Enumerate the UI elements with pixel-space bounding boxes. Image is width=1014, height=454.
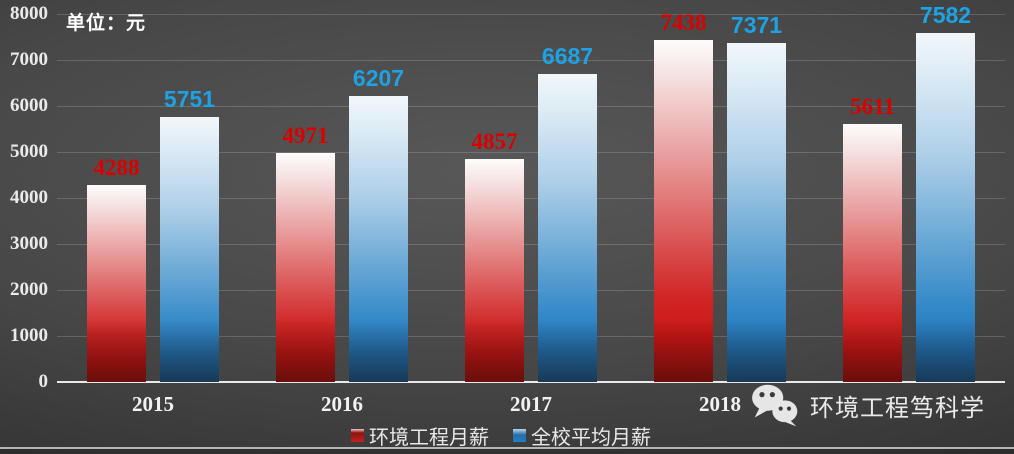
value-label: 7582	[919, 2, 972, 29]
bar-环境工程月薪-last	[843, 123, 902, 383]
gridline	[57, 335, 1005, 337]
y-tick-label: 6000	[10, 95, 48, 116]
gridline	[57, 59, 1005, 61]
y-tick-label: 1000	[10, 325, 48, 346]
value-label: 6687	[541, 43, 594, 70]
legend-item-red: 环境工程月薪	[351, 421, 489, 450]
unit-label: 单位：元	[66, 13, 147, 34]
below-divider-shade	[0, 449, 1014, 454]
legend: 环境工程月薪 全校平均月薪	[351, 421, 651, 450]
watermark: 环境工程笃科学	[750, 383, 985, 427]
value-label: 7371	[730, 11, 783, 38]
value-label: 5751	[163, 86, 216, 113]
legend-marker-blue	[513, 429, 526, 442]
gridline	[57, 197, 1005, 199]
bar-环境工程月薪-2018	[654, 39, 713, 383]
y-tick-label: 2000	[10, 279, 48, 300]
value-label: 7438	[660, 9, 707, 35]
gridline	[57, 289, 1005, 291]
legend-label: 环境工程月薪	[369, 427, 489, 449]
bar-全校平均月薪-2018	[727, 42, 786, 383]
gridline	[57, 105, 1005, 107]
bar-全校平均月薪-2015	[160, 117, 219, 382]
y-tick-label: 0	[38, 371, 49, 392]
watermark-text: 环境工程笃科学	[810, 394, 985, 422]
x-tick-label: 2018	[699, 392, 741, 416]
y-axis: 0 1000 2000 3000 4000 5000 6000 7000 8000	[0, 3, 50, 392]
legend-item-blue: 全校平均月薪	[513, 421, 651, 450]
x-axis-line	[57, 381, 1005, 383]
bar-环境工程月薪-2017	[465, 158, 524, 383]
value-label: 5611	[850, 93, 895, 119]
bar-环境工程月薪-2016	[276, 153, 335, 382]
gridline	[57, 13, 1005, 15]
y-tick-label: 3000	[10, 233, 48, 254]
legend-label: 全校平均月薪	[531, 427, 651, 449]
x-tick-label: 2016	[321, 392, 363, 416]
wechat-icon	[752, 384, 798, 427]
bottom-divider	[0, 447, 1014, 449]
y-tick-label: 5000	[10, 141, 48, 162]
bar-全校平均月薪-2016	[349, 96, 408, 382]
gridline	[57, 151, 1005, 153]
x-tick-label: 2017	[510, 392, 552, 416]
bar-全校平均月薪-last	[916, 33, 975, 382]
plot-area: 4288 5751 2015 4971 6207 2016 4857 6687 2017 7438…	[57, 2, 1005, 416]
gridline	[57, 243, 1005, 245]
bar-环境工程月薪-2015	[87, 184, 146, 383]
value-label: 4971	[282, 123, 329, 149]
x-tick-label: 2015	[132, 392, 174, 416]
y-tick-label: 8000	[10, 3, 48, 24]
legend-marker-red	[351, 429, 364, 442]
y-tick-label: 7000	[10, 49, 48, 70]
value-label: 6207	[352, 65, 405, 92]
value-label: 4288	[93, 154, 140, 180]
y-tick-label: 4000	[10, 187, 48, 208]
bar-全校平均月薪-2017	[538, 74, 597, 382]
value-label: 4857	[471, 128, 518, 154]
